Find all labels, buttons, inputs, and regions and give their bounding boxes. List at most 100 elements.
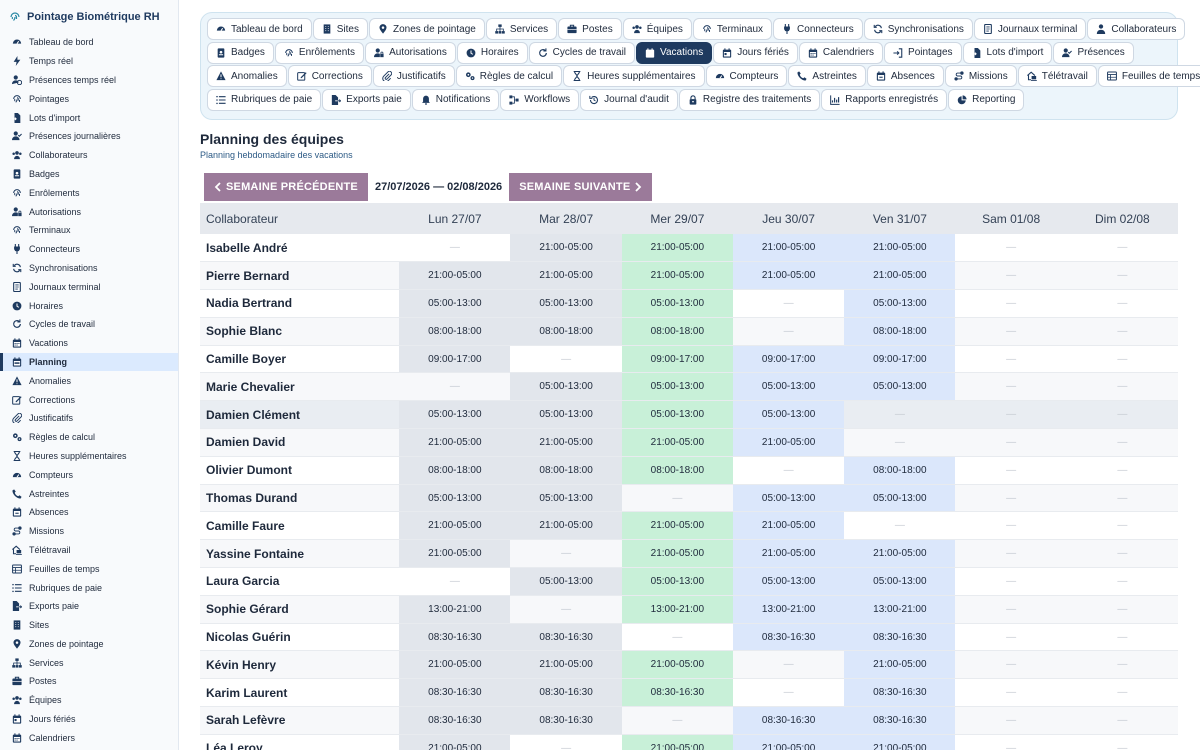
empty-shift-cell[interactable]: —: [399, 372, 511, 402]
sidebar-item-presences-temps-reel[interactable]: Présences temps réel: [0, 71, 178, 90]
table-row[interactable]: Yassine Fontaine 21:00-05:00—21:00-05:00 2…: [200, 539, 1178, 569]
empty-shift-cell[interactable]: —: [732, 289, 845, 318]
shift-cell[interactable]: 21:00-05:00: [399, 428, 511, 457]
empty-shift-cell[interactable]: —: [1066, 706, 1178, 735]
nav-pill-anomalies[interactable]: Anomalies: [207, 65, 287, 88]
empty-shift-cell[interactable]: —: [1066, 484, 1178, 513]
shift-cell[interactable]: 08:00-18:00: [510, 456, 622, 485]
table-row[interactable]: Nadia Bertrand 05:00-13:00 05:00-13:00 05:0…: [200, 289, 1178, 318]
empty-shift-cell[interactable]: —: [621, 623, 733, 652]
table-row[interactable]: Camille Boyer 09:00-17:00—09:00-17:00 09:0…: [200, 345, 1178, 374]
empty-shift-cell[interactable]: —: [1066, 289, 1178, 318]
shift-cell[interactable]: 08:30-16:30: [399, 678, 511, 708]
table-row[interactable]: Léa Leroy 21:00-05:00—21:00-05:00 21:00-05…: [200, 734, 1178, 750]
nav-pill-exports-paie[interactable]: Exports paie: [322, 88, 411, 111]
sidebar-item-collaborateurs[interactable]: Collaborateurs: [0, 146, 178, 165]
nav-pill-notifications[interactable]: Notifications: [411, 88, 500, 111]
table-row[interactable]: Laura Garcia —05:00-13:00 05:00-13:00 05:00…: [200, 567, 1178, 596]
nav-pill-zones-de-pointage[interactable]: Zones de pointage: [368, 18, 485, 40]
sidebar-item-tableau-de-bord[interactable]: Tableau de bord: [0, 33, 178, 52]
shift-cell[interactable]: 21:00-05:00: [510, 428, 622, 457]
table-row[interactable]: Damien Clément 05:00-13:00 05:00-13:00 05:0…: [200, 400, 1178, 430]
sidebar-item-astreintes[interactable]: Astreintes: [0, 484, 178, 503]
nav-pill-calendriers[interactable]: Calendriers: [798, 41, 884, 64]
nav-pill-heures-supplementaires[interactable]: Heures supplémentaires: [563, 65, 705, 88]
sidebar-item-vacations[interactable]: Vacations: [0, 334, 178, 353]
shift-cell[interactable]: 09:00-17:00: [621, 345, 733, 374]
empty-shift-cell[interactable]: —: [621, 706, 733, 735]
sidebar-item-presences-journalieres[interactable]: Présences journalières: [0, 127, 178, 146]
empty-shift-cell[interactable]: —: [955, 678, 1067, 708]
empty-shift-cell[interactable]: —: [1066, 650, 1178, 680]
shift-cell[interactable]: 21:00-05:00: [844, 734, 956, 750]
shift-cell[interactable]: 05:00-13:00: [621, 567, 733, 596]
shift-cell[interactable]: 21:00-05:00: [732, 511, 845, 541]
shift-cell[interactable]: 05:00-13:00: [844, 372, 956, 402]
shift-cell[interactable]: 21:00-05:00: [732, 428, 845, 457]
empty-shift-cell[interactable]: —: [510, 734, 622, 750]
shift-cell[interactable]: 13:00-21:00: [732, 595, 845, 624]
shift-cell[interactable]: 21:00-05:00: [844, 234, 956, 263]
empty-shift-cell[interactable]: —: [1066, 456, 1178, 485]
previous-week-button[interactable]: SEMAINE PRÉCÉDENTE: [204, 173, 368, 201]
shift-cell[interactable]: 05:00-13:00: [732, 484, 845, 513]
sidebar-item-equipes[interactable]: Équipes: [0, 691, 178, 710]
empty-shift-cell[interactable]: —: [955, 261, 1067, 291]
shift-cell[interactable]: 21:00-05:00: [510, 261, 622, 291]
nav-pill-corrections[interactable]: Corrections: [287, 65, 372, 88]
empty-shift-cell[interactable]: —: [1066, 345, 1178, 374]
sidebar-item-journaux-terminal[interactable]: Journaux terminal: [0, 277, 178, 296]
shift-cell[interactable]: 08:30-16:30: [621, 678, 733, 708]
sidebar-item-anomalies[interactable]: Anomalies: [0, 371, 178, 390]
empty-shift-cell[interactable]: —: [955, 400, 1067, 430]
sidebar-item-sites[interactable]: Sites: [0, 616, 178, 635]
sidebar-item-enrolements[interactable]: Enrôlements: [0, 183, 178, 202]
nav-pill-enrolements[interactable]: Enrôlements: [274, 41, 365, 64]
empty-shift-cell[interactable]: —: [1066, 400, 1178, 430]
empty-shift-cell[interactable]: —: [955, 595, 1067, 624]
empty-shift-cell[interactable]: —: [1066, 734, 1178, 750]
nav-pill-registre-des-traitements[interactable]: Registre des traitements: [678, 88, 821, 111]
nav-pill-regles-de-calcul[interactable]: Règles de calcul: [455, 65, 563, 88]
table-row[interactable]: Pierre Bernard 21:00-05:00 21:00-05:00 21:0…: [200, 261, 1178, 291]
shift-cell[interactable]: 05:00-13:00: [844, 567, 956, 596]
sidebar-item-planning[interactable]: Planning: [0, 352, 178, 372]
nav-pill-journaux-terminal[interactable]: Journaux terminal: [973, 18, 1087, 40]
nav-pill-autorisations[interactable]: Autorisations: [365, 41, 456, 64]
nav-pill-cycles-de-travail[interactable]: Cycles de travail: [528, 41, 636, 64]
shift-cell[interactable]: 21:00-05:00: [732, 234, 845, 263]
shift-cell[interactable]: 13:00-21:00: [844, 595, 956, 624]
shift-cell[interactable]: 08:30-16:30: [844, 623, 956, 652]
shift-cell[interactable]: 09:00-17:00: [399, 345, 511, 374]
table-row[interactable]: Sophie Gérard 13:00-21:00—13:00-21:00 13:0…: [200, 595, 1178, 624]
empty-shift-cell[interactable]: —: [955, 567, 1067, 596]
next-week-button[interactable]: SEMAINE SUIVANTE: [509, 173, 653, 201]
brand[interactable]: Pointage Biométrique RH: [0, 0, 178, 33]
shift-cell[interactable]: 21:00-05:00: [399, 539, 511, 569]
nav-pill-teletravail[interactable]: Télétravail: [1017, 65, 1097, 88]
sidebar-item-rubriques-de-paie[interactable]: Rubriques de paie: [0, 578, 178, 597]
sidebar-item-terminaux[interactable]: Terminaux: [0, 221, 178, 240]
shift-cell[interactable]: 08:30-16:30: [844, 678, 956, 708]
empty-shift-cell[interactable]: —: [732, 456, 845, 485]
shift-cell[interactable]: 08:00-18:00: [621, 456, 733, 485]
empty-shift-cell[interactable]: —: [1066, 539, 1178, 569]
sidebar-item-lots-d-import[interactable]: Lots d'import: [0, 108, 178, 127]
shift-cell[interactable]: 21:00-05:00: [621, 511, 733, 541]
sidebar-item-autorisations[interactable]: Autorisations: [0, 202, 178, 221]
sidebar-item-pointages[interactable]: Pointages: [0, 89, 178, 108]
shift-cell[interactable]: 08:30-16:30: [399, 706, 511, 735]
nav-pill-journal-d-audit[interactable]: Journal d'audit: [580, 88, 678, 111]
nav-pill-synchronisations[interactable]: Synchronisations: [863, 18, 973, 40]
shift-cell[interactable]: 21:00-05:00: [844, 539, 956, 569]
shift-cell[interactable]: 05:00-13:00: [621, 289, 733, 318]
empty-shift-cell[interactable]: —: [1066, 234, 1178, 263]
sidebar-item-exports-paie[interactable]: Exports paie: [0, 597, 178, 616]
shift-cell[interactable]: 13:00-21:00: [621, 595, 733, 624]
nav-pill-workflows[interactable]: Workflows: [500, 88, 580, 111]
nav-pill-postes[interactable]: Postes: [558, 18, 622, 40]
sidebar-item-justificatifs[interactable]: Justificatifs: [0, 409, 178, 428]
nav-pill-feuilles-de-temps[interactable]: Feuilles de temps: [1097, 65, 1200, 88]
shift-cell[interactable]: 09:00-17:00: [732, 345, 845, 374]
shift-cell[interactable]: 08:30-16:30: [732, 623, 845, 652]
